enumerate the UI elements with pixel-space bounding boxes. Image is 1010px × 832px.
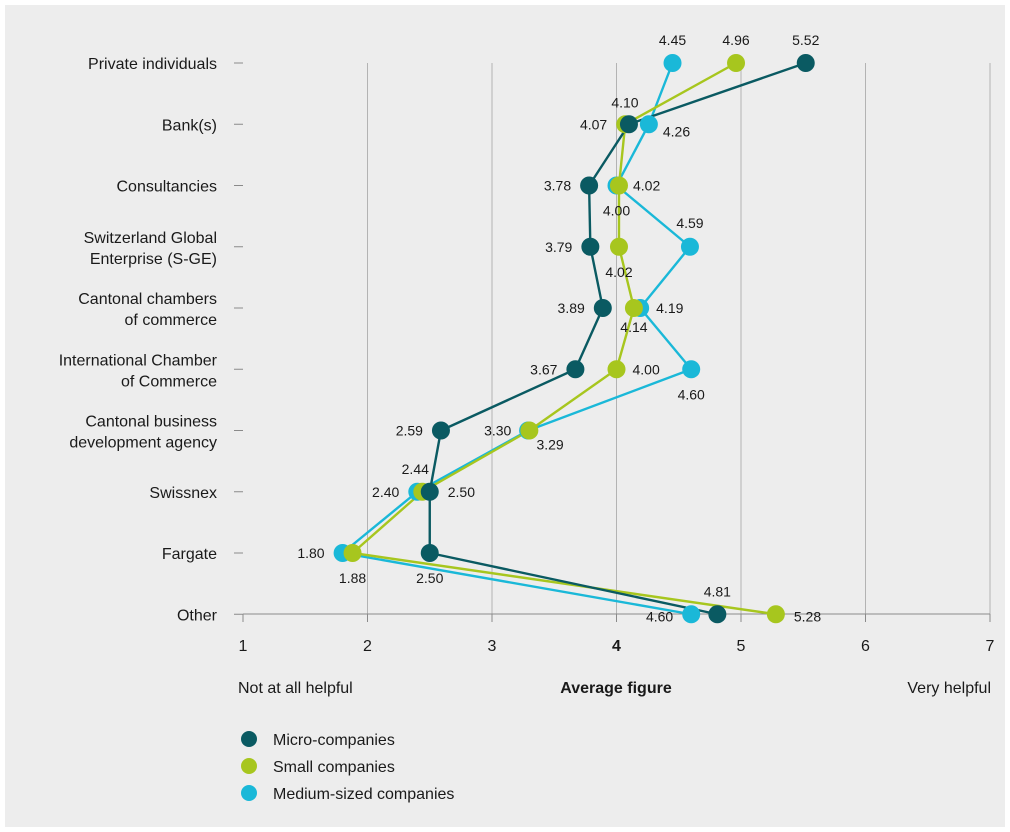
data-label: 5.52 xyxy=(792,32,819,48)
x-tick-label: 3 xyxy=(488,638,497,655)
category-label: International Chamber of Commerce xyxy=(59,352,218,390)
data-point xyxy=(420,544,439,562)
data-label: 3.79 xyxy=(545,239,572,255)
data-label: 2.50 xyxy=(448,484,475,500)
data-point xyxy=(766,605,785,624)
data-point xyxy=(607,360,626,379)
category-label: Bank(s) xyxy=(162,117,217,134)
data-label: 3.67 xyxy=(530,361,557,377)
data-label: 4.96 xyxy=(722,32,749,48)
data-label: 3.30 xyxy=(484,423,511,439)
scale-low-label: Not at all helpful xyxy=(238,680,353,697)
data-label: 4.60 xyxy=(646,608,673,624)
series-line-0 xyxy=(428,61,807,616)
data-label: 4.19 xyxy=(656,300,683,316)
data-label: 4.81 xyxy=(704,583,731,599)
data-label: 3.78 xyxy=(544,178,571,194)
data-label: 4.10 xyxy=(611,94,638,110)
data-point xyxy=(619,115,638,134)
data-point xyxy=(708,605,727,624)
category-label: Switzerland Global Enterprise (S-GE) xyxy=(84,230,217,268)
category-label: Consultancies xyxy=(117,179,218,196)
data-point xyxy=(420,482,439,501)
data-point xyxy=(580,176,599,195)
x-tick-label: 7 xyxy=(986,638,995,655)
legend-swatch xyxy=(241,758,257,774)
data-point xyxy=(431,421,450,440)
data-label: 4.60 xyxy=(678,386,705,402)
legend-label: Medium-sized companies xyxy=(273,786,454,803)
data-point xyxy=(796,54,815,72)
data-label: 3.29 xyxy=(536,437,563,453)
x-tick-label: 1 xyxy=(239,638,248,655)
category-label: Cantonal chambers of commerce xyxy=(78,291,217,329)
data-point xyxy=(343,544,362,562)
legend-label: Small companies xyxy=(273,759,395,776)
x-axis-title: Average figure xyxy=(560,680,672,697)
x-tick-label: 5 xyxy=(737,638,746,655)
category-label: Private individuals xyxy=(88,56,217,73)
data-label: 4.00 xyxy=(603,203,630,219)
series-line-2 xyxy=(341,62,693,616)
line-chart: 1 2 3 4 5 6 7 Private individuals Bank(s) Consult… xyxy=(59,32,995,803)
legend-label: Micro-companies xyxy=(273,732,395,749)
data-label: 1.80 xyxy=(297,545,324,561)
data-point xyxy=(609,176,628,195)
data-label: 3.89 xyxy=(558,300,585,316)
series-line-1 xyxy=(351,61,777,616)
legend-swatch xyxy=(241,731,257,747)
data-label: 1.88 xyxy=(339,570,366,586)
data-label: 5.28 xyxy=(794,608,821,624)
data-point xyxy=(663,54,682,72)
category-label: Swissnex xyxy=(149,485,217,502)
data-point xyxy=(593,299,612,317)
data-label: 4.14 xyxy=(620,319,647,335)
category-label: Fargate xyxy=(162,546,217,563)
data-label: 4.07 xyxy=(580,116,607,132)
data-label: 2.44 xyxy=(402,461,429,477)
scale-high-label: Very helpful xyxy=(907,680,991,697)
x-tick-label: 4 xyxy=(612,638,621,655)
data-label: 4.45 xyxy=(659,32,686,48)
data-label: 2.59 xyxy=(396,423,423,439)
data-point xyxy=(624,299,643,317)
x-tick-label: 2 xyxy=(363,638,372,655)
data-point xyxy=(682,360,701,379)
data-label: 4.00 xyxy=(633,361,660,377)
data-point xyxy=(680,237,699,256)
data-label: 2.40 xyxy=(372,484,399,500)
category-label: Other xyxy=(177,607,218,624)
data-label: 2.50 xyxy=(416,570,443,586)
data-point xyxy=(581,237,600,256)
data-point xyxy=(520,421,539,440)
data-point xyxy=(682,605,701,624)
data-label: 4.26 xyxy=(663,123,690,139)
x-tick-label: 6 xyxy=(861,638,870,655)
data-point xyxy=(566,360,585,379)
category-label: Cantonal business development agency xyxy=(69,414,217,452)
data-label: 4.02 xyxy=(633,178,660,194)
data-label: 4.59 xyxy=(676,215,703,231)
legend-swatch xyxy=(241,785,257,801)
data-point xyxy=(727,54,746,72)
chart-panel: 1 2 3 4 5 6 7 Private individuals Bank(s) Consult… xyxy=(5,5,1005,827)
data-point xyxy=(639,115,658,134)
data-label: 4.02 xyxy=(605,264,632,280)
data-point xyxy=(609,237,628,256)
